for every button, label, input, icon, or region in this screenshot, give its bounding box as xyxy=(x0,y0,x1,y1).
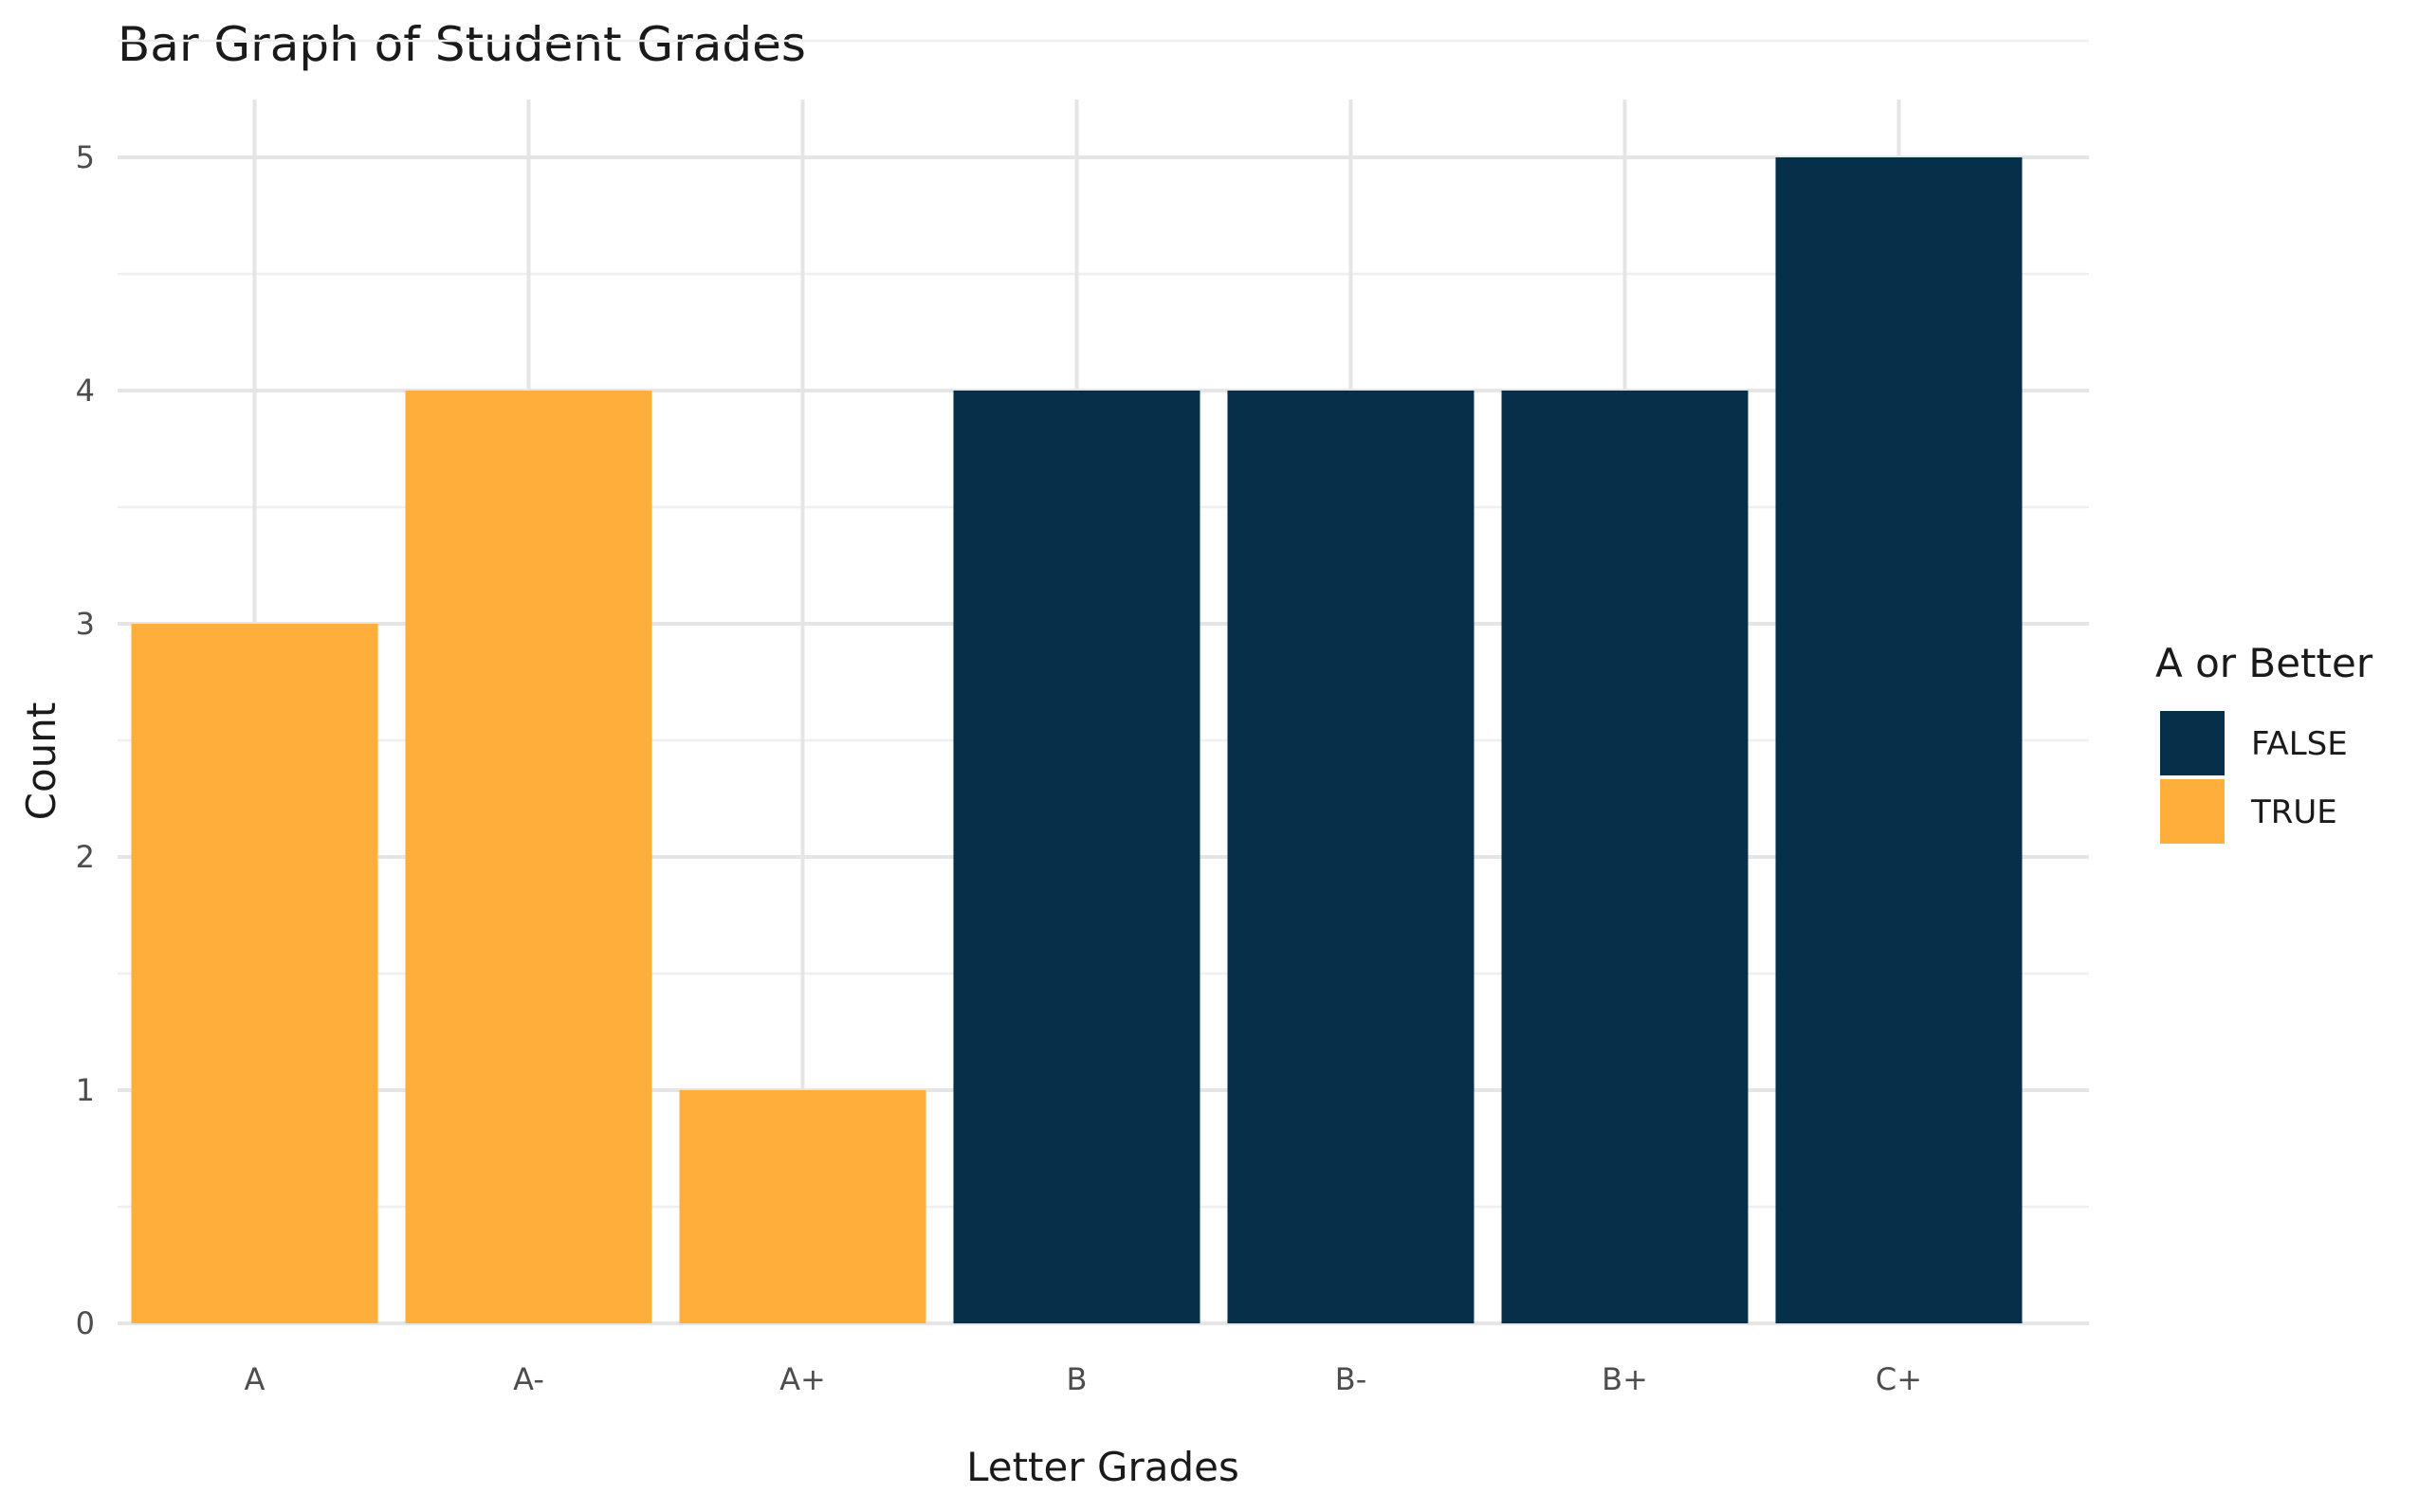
bars xyxy=(131,157,2023,1323)
x-tick-label: C+ xyxy=(1876,1361,1922,1397)
bar-B xyxy=(953,391,1200,1323)
legend-title: A or Better xyxy=(2155,640,2373,686)
y-axis-ticks: 0 1 2 3 4 5 xyxy=(76,139,95,1341)
bar-B- xyxy=(1227,391,1475,1323)
bar-C+ xyxy=(1775,157,2023,1323)
x-tick-label: B- xyxy=(1335,1361,1367,1397)
legend-swatch-false xyxy=(2160,711,2225,775)
x-tick-label: B+ xyxy=(1602,1361,1648,1397)
legend-label-true: TRUE xyxy=(2250,793,2337,831)
y-tick-label: 5 xyxy=(76,139,95,175)
x-tick-label: A+ xyxy=(779,1361,826,1397)
x-axis-title: Letter Grades xyxy=(966,1444,1239,1490)
y-tick-label: 0 xyxy=(76,1305,95,1341)
legend-items: FALSE TRUE xyxy=(2160,711,2348,844)
legend: A or Better FALSE TRUE xyxy=(2155,640,2373,844)
bar-A xyxy=(131,624,378,1323)
bar-A+ xyxy=(679,1090,926,1323)
bar-B+ xyxy=(1501,391,1749,1323)
x-axis-ticks: A A- A+ B B- B+ C+ xyxy=(245,1361,1923,1397)
y-tick-label: 3 xyxy=(76,606,95,642)
y-axis-title: Count xyxy=(18,702,64,821)
x-tick-label: A- xyxy=(513,1361,544,1397)
legend-swatch-true xyxy=(2160,779,2225,844)
y-tick-label: 1 xyxy=(76,1072,95,1108)
bar-A- xyxy=(405,391,652,1323)
y-tick-label: 2 xyxy=(76,839,95,875)
x-tick-label: B xyxy=(1067,1361,1088,1397)
x-tick-label: A xyxy=(245,1361,266,1397)
chart-title: Bar Graph of Student Grades xyxy=(118,17,806,72)
y-tick-label: 4 xyxy=(76,373,95,409)
legend-label-false: FALSE xyxy=(2251,725,2348,763)
